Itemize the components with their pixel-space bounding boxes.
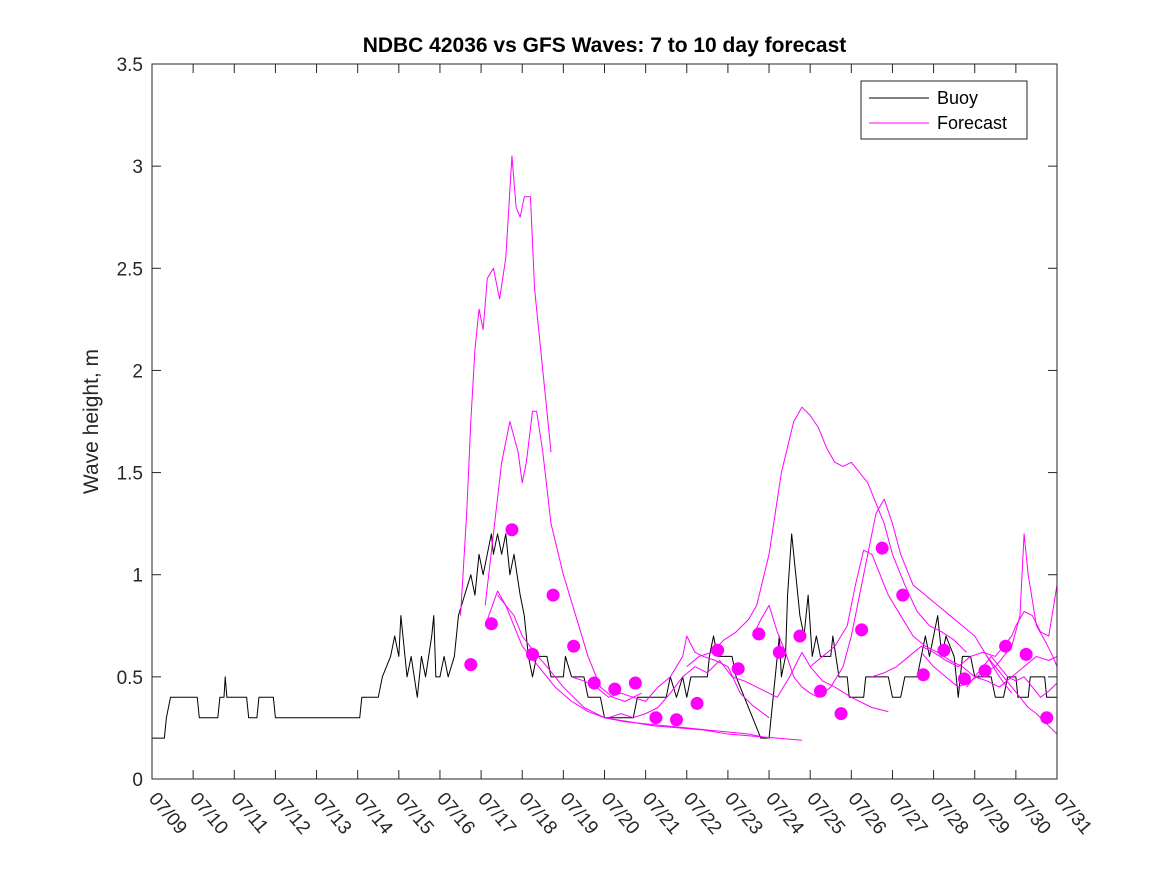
forecast-marker-16: [793, 629, 807, 643]
y-tick-label-5: 2.5: [117, 259, 143, 280]
forecast-marker-22: [916, 668, 930, 682]
forecast-series-13-line: [986, 656, 1057, 735]
y-tick-label-4: 2: [132, 361, 143, 382]
forecast-marker-20: [875, 541, 889, 555]
legend: Buoy Forecast: [860, 80, 1028, 140]
forecast-series-2-line: [484, 410, 642, 702]
y-tick-label-3: 1.5: [117, 464, 143, 485]
y-axis-title: Wave height, m: [80, 349, 103, 494]
forecast-marker-15: [772, 645, 786, 659]
forecast-marker-25: [978, 664, 992, 678]
legend-label-buoy: Buoy: [937, 88, 978, 108]
forecast-marker-26: [999, 639, 1013, 653]
forecast-marker-12: [711, 643, 725, 657]
forecast-marker-14: [752, 627, 766, 641]
y-tick-label-2: 1: [132, 566, 143, 587]
forecast-marker-3: [526, 647, 540, 661]
forecast-marker-11: [690, 696, 704, 710]
forecast-marker-13: [731, 662, 745, 676]
forecast-marker-27: [1019, 647, 1033, 661]
forecast-marker-28: [1040, 711, 1054, 725]
y-tick-label-1: 0.5: [117, 668, 143, 689]
forecast-series-10-line: [871, 584, 1057, 678]
forecast-marker-4: [546, 588, 560, 602]
forecast-marker-21: [896, 588, 910, 602]
forecast-marker-23: [937, 643, 951, 657]
forecast-marker-18: [834, 707, 848, 721]
forecast-marker-24: [957, 672, 971, 686]
forecast-series-8-line: [752, 498, 1013, 698]
forecast-marker-2: [505, 523, 519, 537]
forecast-marker-8: [628, 676, 642, 690]
forecast-marker-19: [855, 623, 869, 637]
forecast-series-4-line: [497, 594, 802, 741]
y-tick-label-7: 3.5: [117, 55, 143, 76]
y-tick-label-0: 0: [132, 770, 143, 791]
legend-label-forecast: Forecast: [937, 113, 1007, 133]
forecast-marker-17: [813, 684, 827, 698]
forecast-series-5-line: [571, 635, 770, 719]
forecast-series-6-line: [608, 651, 889, 719]
plot-layer: [152, 155, 1057, 741]
forecast-marker-10: [669, 713, 683, 727]
forecast-marker-9: [649, 711, 663, 725]
forecast-series-9-line: [809, 549, 1057, 688]
forecast-series-7-line: [686, 406, 967, 668]
forecast-marker-6: [587, 676, 601, 690]
forecast-marker-5: [567, 639, 581, 653]
forecast-marker-0: [464, 658, 478, 672]
forecast-marker-7: [608, 682, 622, 696]
chart-title: NDBC 42036 vs GFS Waves: 7 to 10 day for…: [363, 34, 847, 57]
forecast-series-3-line: [484, 590, 770, 739]
forecast-marker-1: [484, 617, 498, 631]
legend-box: [860, 80, 1028, 140]
forecast-series-1-line: [460, 155, 552, 616]
y-tick-label-6: 3: [132, 157, 143, 178]
